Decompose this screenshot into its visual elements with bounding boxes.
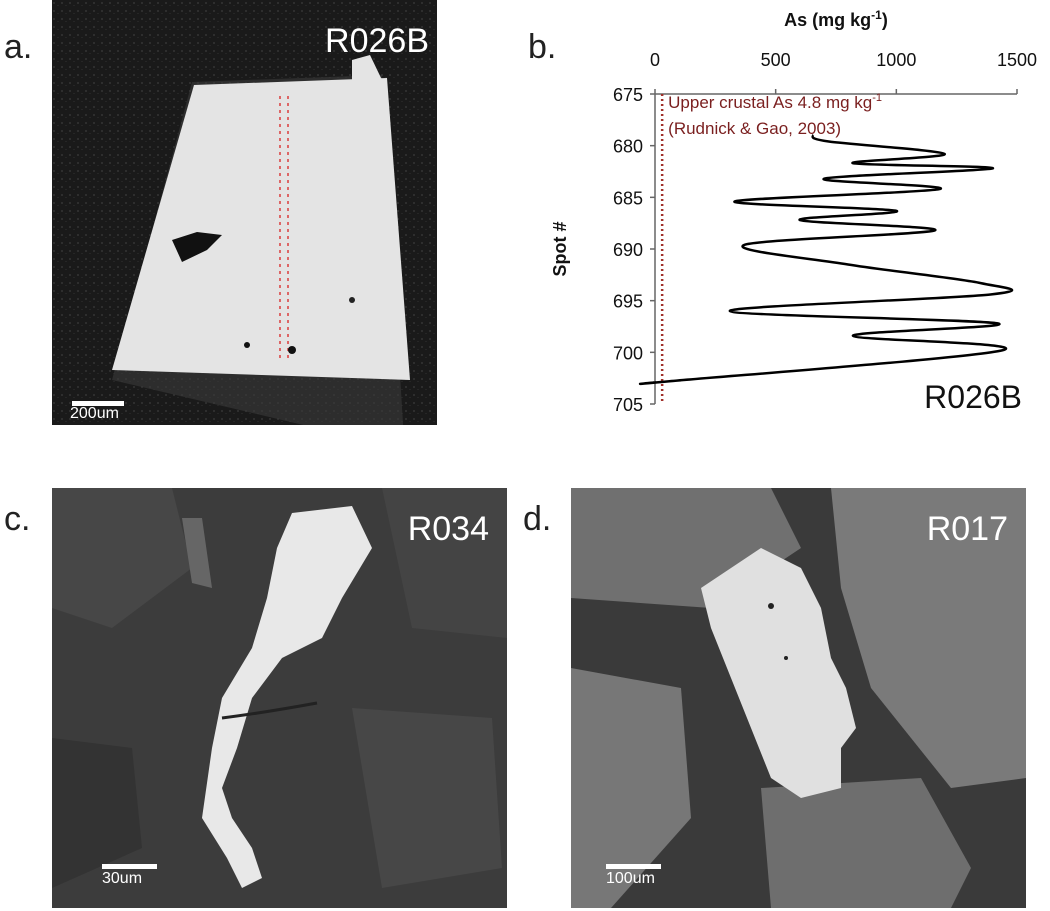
mineral-grain-d xyxy=(701,548,856,798)
y-axis-title: Spot # xyxy=(550,221,570,276)
x-tick-label: 0 xyxy=(650,50,660,70)
sample-label-d: R017 xyxy=(926,510,1008,548)
scale-label-c: 30um xyxy=(102,870,143,887)
as-concentration-line xyxy=(638,134,1014,386)
reference-label-line2: (Rudnick & Gao, 2003) xyxy=(668,119,841,138)
x-tick-label: 500 xyxy=(761,50,791,70)
sample-label-c: R034 xyxy=(407,510,489,548)
mineral-grain-c xyxy=(202,506,372,888)
chart-sample-label: R026B xyxy=(924,379,1022,415)
panel-d-letter: d. xyxy=(523,500,552,538)
as-concentration-chart: 0 500 1000 1500 675 680 685 690 695 700 705 As (mg … xyxy=(550,8,1037,415)
scale-label-a: 200um xyxy=(70,405,119,422)
reference-label-line1: Upper crustal As 4.8 mg kg-1 xyxy=(668,92,882,112)
panel-a-micrograph: R026B 200um xyxy=(52,0,437,425)
panel-b-letter: b. xyxy=(528,28,557,66)
y-tick-label: 695 xyxy=(613,292,643,312)
panel-c-micrograph: R034 30um xyxy=(52,488,507,908)
y-tick-label: 675 xyxy=(613,85,643,105)
sem-image-c xyxy=(52,488,507,908)
sample-label-a: R026B xyxy=(325,22,429,60)
x-tick-label: 1000 xyxy=(876,50,916,70)
mineral-grain-a xyxy=(112,78,410,380)
sem-image-d xyxy=(571,488,1026,908)
panel-a-letter: a. xyxy=(4,28,33,66)
y-tick-label: 680 xyxy=(613,137,643,157)
scale-label-d: 100um xyxy=(606,870,655,887)
y-tick-label: 685 xyxy=(613,188,643,208)
y-tick-label: 690 xyxy=(613,240,643,260)
panel-d-micrograph: R017 100um xyxy=(571,488,1026,908)
panel-c-letter: c. xyxy=(4,500,31,538)
scale-bar-d xyxy=(606,864,661,869)
y-tick-label: 700 xyxy=(613,343,643,363)
y-tick-label: 705 xyxy=(613,395,643,415)
x-tick-label: 1500 xyxy=(997,50,1037,70)
scale-bar-c xyxy=(102,864,157,869)
sem-image-a xyxy=(52,0,437,425)
scale-bar-a xyxy=(72,401,124,406)
x-axis-title: As (mg kg-1) xyxy=(784,8,888,30)
